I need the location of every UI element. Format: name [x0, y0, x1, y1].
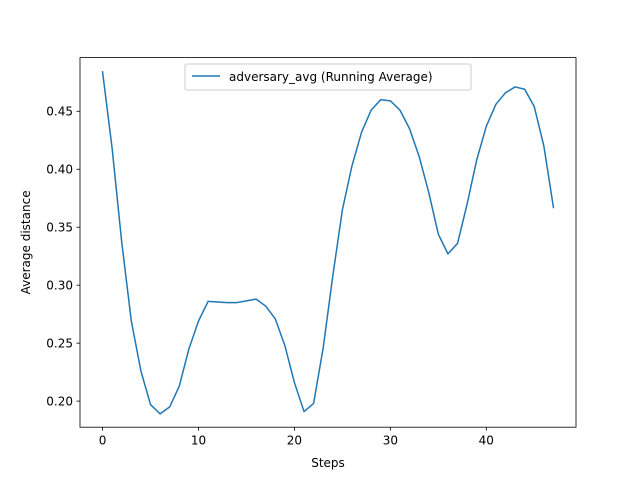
plot-frame — [79, 57, 577, 428]
chart-marks — [101, 71, 555, 415]
y-tick-label: 0.45 — [46, 105, 73, 119]
plot-area — [80, 57, 576, 428]
x-tick-label: 20 — [287, 434, 302, 448]
legend-label: adversary_avg (Running Average) — [229, 70, 433, 84]
x-axis-ticks: 0 10 20 30 40 — [99, 427, 494, 448]
y-axis-ticks: 0.20 0.25 0.30 0.35 0.40 0.45 — [46, 105, 80, 408]
y-tick-label: 0.40 — [46, 163, 73, 177]
x-tick-label: 10 — [191, 434, 206, 448]
x-tick-label: 40 — [479, 434, 494, 448]
y-tick-label: 0.20 — [46, 394, 73, 408]
legend-box — [184, 63, 472, 91]
y-tick-label: 0.30 — [46, 278, 73, 292]
y-axis-label: Average distance — [19, 190, 33, 294]
y-tick-label: 0.25 — [46, 336, 73, 350]
y-tick-label: 0.35 — [46, 221, 73, 235]
x-axis-label: Steps — [311, 456, 345, 470]
legend: adversary_avg (Running Average) — [184, 63, 472, 91]
x-tick-label: 0 — [99, 434, 107, 448]
series-line-0 — [101, 71, 555, 415]
x-tick-label: 30 — [383, 434, 398, 448]
